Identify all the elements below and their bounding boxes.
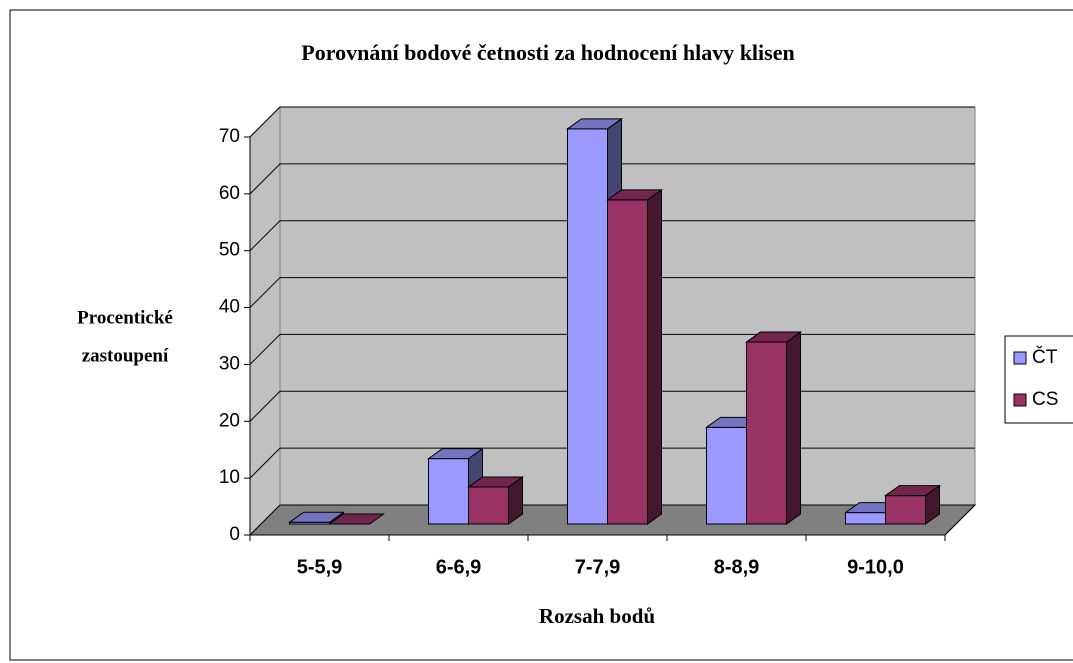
legend-swatch bbox=[1013, 393, 1027, 407]
bar-front bbox=[706, 426, 747, 525]
bar-side bbox=[786, 331, 801, 525]
y-tick-label: 0 bbox=[229, 524, 240, 545]
bar-side bbox=[647, 188, 662, 525]
bar bbox=[466, 476, 525, 525]
legend-label: ČT bbox=[1032, 346, 1058, 368]
x-tick-label: 5-5,9 bbox=[297, 556, 343, 578]
grid-line bbox=[249, 390, 975, 422]
bar bbox=[327, 513, 386, 525]
bar-front bbox=[567, 128, 608, 525]
bar-top bbox=[565, 118, 624, 130]
y-axis-label: Procentické bbox=[77, 307, 173, 328]
side-wall bbox=[249, 105, 281, 537]
grid-line bbox=[249, 106, 975, 138]
bar-top bbox=[466, 476, 525, 488]
bar-front bbox=[468, 486, 509, 525]
y-tick-label: 60 bbox=[219, 183, 240, 204]
y-tick-label: 20 bbox=[219, 410, 240, 431]
x-tick-label: 9-10,0 bbox=[847, 556, 904, 578]
bar-top bbox=[883, 485, 942, 497]
x-axis-depth bbox=[944, 504, 976, 536]
y-tick-label: 30 bbox=[219, 353, 240, 374]
bar-top bbox=[287, 511, 346, 523]
chart-title: Porovnání bodové četnosti za hodnocení h… bbox=[301, 40, 794, 65]
bar-top bbox=[744, 331, 803, 343]
x-tick-label: 6-6,9 bbox=[436, 556, 482, 578]
y-tick-label: 50 bbox=[219, 240, 240, 261]
bar-front bbox=[607, 199, 648, 525]
x-tick-label: 7-7,9 bbox=[575, 556, 621, 578]
x-axis-label: Rozsah bodů bbox=[539, 604, 655, 628]
bar bbox=[883, 484, 942, 525]
bar-front bbox=[746, 341, 787, 525]
grid-line bbox=[249, 163, 975, 195]
y-tick-label: 10 bbox=[219, 467, 240, 488]
grid-line bbox=[249, 220, 975, 252]
y-axis-label: zastoupení bbox=[82, 345, 169, 366]
grid-line bbox=[249, 333, 975, 365]
legend-swatch bbox=[1013, 351, 1027, 365]
bar-front bbox=[845, 512, 886, 525]
legend-box bbox=[1004, 335, 1073, 424]
y-tick-label: 40 bbox=[219, 297, 240, 318]
bar-top bbox=[605, 189, 664, 201]
y-tick-label: 70 bbox=[219, 126, 240, 147]
bar-front bbox=[428, 458, 469, 525]
bar bbox=[605, 188, 664, 525]
grid-line bbox=[249, 277, 975, 308]
bar-front bbox=[885, 495, 926, 525]
bar bbox=[744, 331, 803, 525]
bar-top bbox=[426, 448, 485, 460]
legend-label: CS bbox=[1032, 389, 1058, 410]
bar-top bbox=[327, 513, 386, 525]
bar bbox=[287, 511, 346, 525]
x-tick-label: 8-8,9 bbox=[714, 556, 760, 578]
